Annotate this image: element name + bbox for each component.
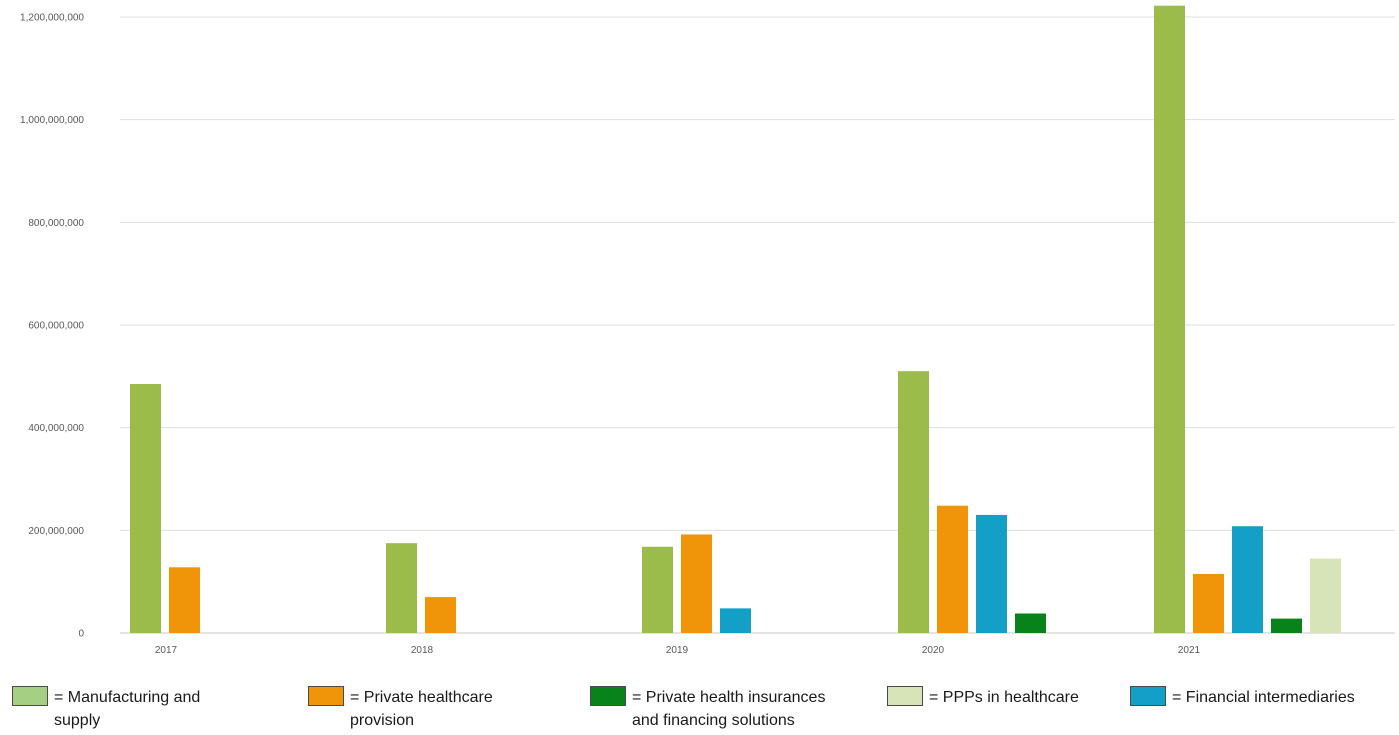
bar-ppps-2021 [1310, 558, 1341, 633]
legend-item-private-healthcare: = Private healthcare provision [308, 686, 493, 732]
legend-item-ppps: = PPPs in healthcare [887, 686, 1079, 709]
y-tick-label: 200,000,000 [28, 526, 84, 537]
y-tick-label: 0 [78, 629, 84, 640]
legend-label-ppps: = PPPs in healthcare [929, 689, 1079, 706]
y-tick-label: 800,000,000 [28, 218, 84, 229]
legend-swatch-private-healthcare [308, 686, 344, 706]
x-tick-label: 2020 [922, 645, 945, 656]
bar-private_healthcare-2021 [1193, 573, 1224, 633]
bar-manufacturing-2020 [898, 371, 929, 633]
bar-private_insurance-2020 [1015, 613, 1046, 633]
bars [130, 5, 1341, 634]
x-tick-label: 2021 [1178, 645, 1201, 656]
legend-swatch-financial-intermediaries [1130, 686, 1166, 706]
bar-chart: 0 200,000,000 400,000,000 600,000,000 800,00… [20, 5, 1395, 656]
y-tick-label: 600,000,000 [28, 321, 84, 332]
bar-private_healthcare-2020 [937, 505, 968, 633]
legend-label-private-insurance: = Private health insurances and financin… [632, 689, 826, 729]
y-tick-label: 400,000,000 [28, 423, 84, 434]
bar-private_healthcare-2019 [681, 534, 712, 633]
bar-manufacturing-2019 [642, 546, 673, 633]
bar-private_insurance-2021 [1271, 618, 1302, 633]
legend-item-financial-intermediaries: = Financial intermediaries [1130, 686, 1355, 709]
bar-manufacturing-2017 [130, 384, 161, 633]
gridlines [120, 16, 1395, 634]
y-tick-label: 1,200,000,000 [20, 13, 84, 24]
y-axis-tick-labels: 0 200,000,000 400,000,000 600,000,000 800,00… [20, 13, 84, 640]
bar-manufacturing-2021 [1154, 5, 1185, 634]
legend-item-private-insurance: = Private health insurances and financin… [590, 686, 825, 732]
bar-private_healthcare-2018 [425, 597, 456, 633]
legend-swatch-private-insurance [590, 686, 626, 706]
legend-label-manufacturing: = Manufacturing and supply [54, 689, 201, 729]
x-tick-label: 2019 [666, 645, 689, 656]
bar-financial_intermediaries-2020 [976, 514, 1007, 633]
x-tick-label: 2018 [411, 645, 434, 656]
bar-financial_intermediaries-2021 [1232, 526, 1263, 633]
x-axis-tick-labels: 2017 2018 2019 2020 2021 [155, 645, 1201, 656]
legend-label-financial-intermediaries: = Financial intermediaries [1172, 689, 1355, 706]
y-tick-label: 1,000,000,000 [20, 115, 84, 126]
bar-manufacturing-2018 [386, 543, 417, 633]
legend-swatch-ppps [887, 686, 923, 706]
x-tick-label: 2017 [155, 645, 178, 656]
bar-private_healthcare-2017 [169, 567, 200, 633]
legend-label-private-healthcare: = Private healthcare provision [350, 689, 493, 729]
bar-financial_intermediaries-2019 [720, 608, 751, 633]
legend-item-manufacturing: = Manufacturing and supply [12, 686, 200, 732]
legend-swatch-manufacturing [12, 686, 48, 706]
